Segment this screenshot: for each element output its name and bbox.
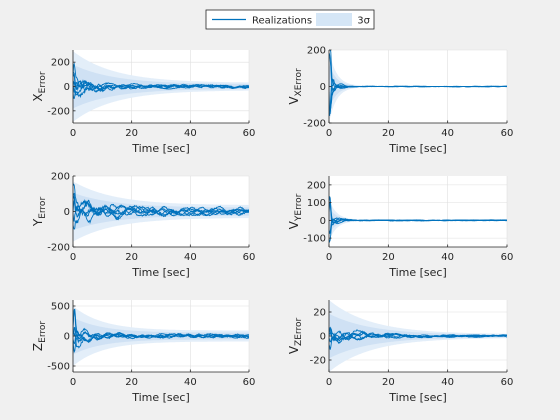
x-tick-label: 20 [125,128,138,139]
x-tick-label: 40 [184,377,197,388]
realization-line [73,326,249,349]
x-tick-label: 0 [326,128,332,139]
x-tick-label: 0 [326,377,332,388]
y-axis-label: YError [31,197,48,228]
y-tick-label: -100 [303,234,326,245]
sigma-band-inner [73,192,249,231]
x-tick-label: 20 [125,252,138,263]
x-tick-label: 0 [70,128,76,139]
y-axis-label: VZError [287,318,304,355]
y-tick-label: 200 [51,58,70,69]
plot-area [329,176,507,247]
x-axis-label: Time [sec] [388,266,447,279]
y-tick-label: 0 [320,82,326,93]
legend-realizations-label: Realizations [252,16,312,27]
legend: Realizations 3σ [205,9,375,30]
realization-line [329,196,507,223]
x-tick-label: 40 [184,128,197,139]
y-tick-label: 0 [320,332,326,343]
y-tick-label: -200 [47,106,70,117]
y-tick-label: 200 [51,172,70,183]
realization-line [73,62,249,93]
x-tick-label: 60 [243,128,256,139]
y-axis-label: VYError [287,193,304,229]
x-tick-label: 60 [501,128,514,139]
realization-line [73,71,249,92]
y-axis-label: XError [31,71,48,101]
x-axis-label: Time [sec] [131,142,190,155]
x-tick-label: 0 [70,377,76,388]
y-tick-label: -20 [310,356,326,367]
x-tick-label: 20 [125,377,138,388]
y-tick-label: 200 [307,46,326,57]
y-tick-label: -200 [47,243,70,254]
y-tick-label: 200 [307,180,326,191]
y-tick-label: 0 [320,216,326,227]
y-tick-label: -500 [47,362,70,373]
x-tick-label: 20 [382,377,395,388]
realization-line [329,331,507,350]
realization-line [73,205,249,230]
y-axis-label: ZError [31,321,48,351]
x-tick-label: 20 [382,128,395,139]
y-tick-label: 20 [313,308,326,319]
x-tick-label: 40 [441,128,454,139]
x-tick-label: 60 [243,377,256,388]
y-tick-label: 500 [51,302,70,313]
x-tick-label: 0 [326,252,332,263]
y-tick-label: 0 [64,332,70,343]
x-axis-label: Time [sec] [131,266,190,279]
legend-sigma-label: 3σ [357,16,370,27]
x-axis-label: Time [sec] [388,142,447,155]
x-tick-label: 40 [441,252,454,263]
legend-sigma-swatch [316,13,352,26]
y-tick-label: 0 [64,207,70,218]
y-tick-label: 0 [64,82,70,93]
x-tick-label: 40 [184,252,197,263]
realization-line [329,52,507,92]
x-axis-label: Time [sec] [131,391,190,404]
y-axis-label: VXError [287,68,304,105]
x-tick-label: 20 [382,252,395,263]
x-tick-label: 60 [501,377,514,388]
y-tick-label: 100 [307,198,326,209]
x-axis-label: Time [sec] [388,391,447,404]
x-tick-label: 60 [501,252,514,263]
x-tick-label: 0 [70,252,76,263]
y-tick-label: -200 [303,119,326,130]
realization-line [73,331,249,345]
x-tick-label: 40 [441,377,454,388]
x-tick-label: 60 [243,252,256,263]
